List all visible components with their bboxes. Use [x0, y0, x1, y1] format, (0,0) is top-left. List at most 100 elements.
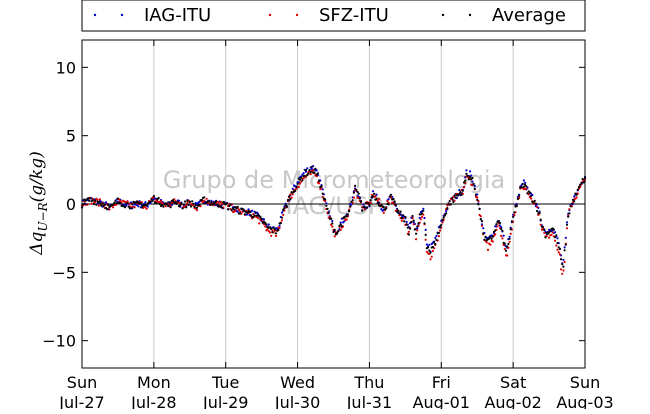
data-point — [239, 212, 242, 215]
legend-label: IAG-ITU — [144, 5, 211, 26]
data-point — [447, 202, 450, 206]
data-point — [90, 202, 93, 205]
data-point — [307, 172, 310, 175]
data-point — [274, 234, 278, 237]
data-point — [570, 202, 573, 205]
data-point — [582, 181, 585, 184]
data-point — [462, 181, 466, 184]
data-point — [412, 219, 415, 222]
data-point — [241, 207, 244, 210]
data-point — [482, 227, 485, 230]
data-point — [387, 203, 390, 206]
data-point — [106, 208, 109, 211]
data-point — [416, 225, 419, 228]
data-point — [313, 171, 316, 174]
data-point — [525, 187, 528, 190]
data-point — [501, 237, 504, 240]
legend-marker — [268, 13, 272, 17]
data-point — [459, 191, 462, 194]
x-tick-label-date: Jul-30 — [274, 393, 320, 409]
data-point — [119, 200, 122, 203]
data-point — [561, 272, 564, 275]
legend: IAG-ITU SFZ-ITU Average — [81, 0, 586, 32]
data-point — [471, 176, 474, 180]
data-point — [235, 207, 238, 210]
data-point — [350, 200, 353, 203]
data-point — [464, 179, 467, 182]
data-point — [557, 246, 560, 249]
data-point — [92, 203, 96, 206]
data-point — [182, 203, 185, 206]
legend-entry: IAG-ITU — [93, 5, 211, 26]
data-point — [88, 199, 91, 202]
data-point — [124, 206, 127, 209]
data-point — [334, 233, 337, 236]
data-point — [486, 248, 490, 251]
data-point — [465, 172, 468, 175]
y-tick-label: 5 — [66, 127, 76, 146]
data-point — [349, 205, 352, 208]
data-point — [229, 203, 232, 206]
data-point — [175, 202, 178, 206]
data-point — [428, 249, 431, 252]
data-point — [257, 217, 260, 220]
data-point — [526, 192, 529, 195]
y-tick-label: 0 — [66, 195, 76, 214]
data-point — [96, 198, 99, 201]
data-point — [387, 198, 390, 201]
data-point — [556, 248, 559, 251]
data-point — [279, 222, 282, 225]
data-point — [280, 216, 284, 219]
data-point — [543, 228, 546, 232]
data-point — [504, 249, 508, 252]
data-point — [462, 186, 466, 189]
data-point — [445, 212, 448, 215]
legend-marker — [468, 13, 472, 17]
x-tick-label-date: Jul-29 — [202, 393, 248, 409]
data-point — [473, 184, 476, 187]
data-point — [280, 211, 284, 214]
data-point — [452, 200, 455, 203]
data-point — [237, 208, 240, 211]
data-point — [386, 200, 389, 203]
data-point — [488, 237, 491, 240]
y-axis-label-sub: U−R — [36, 202, 50, 231]
data-point — [448, 200, 451, 203]
data-point — [425, 243, 428, 246]
data-point — [125, 204, 128, 207]
data-point — [520, 186, 523, 189]
data-point — [164, 205, 167, 208]
data-point — [573, 200, 576, 203]
data-point — [243, 213, 246, 216]
data-point — [522, 185, 526, 188]
data-point — [210, 201, 213, 204]
data-point — [423, 216, 426, 220]
data-point — [509, 232, 512, 235]
data-point — [176, 200, 179, 203]
series-average — [80, 165, 587, 268]
data-point — [272, 226, 275, 229]
data-point — [295, 186, 298, 189]
data-point — [511, 215, 515, 218]
data-point — [257, 212, 260, 215]
data-point — [119, 201, 122, 205]
data-point — [412, 223, 415, 226]
data-point — [115, 202, 118, 205]
data-point — [268, 231, 272, 234]
data-point — [424, 233, 427, 236]
data-point — [181, 207, 184, 210]
data-point — [273, 228, 276, 231]
data-point — [554, 236, 557, 239]
data-point — [516, 197, 520, 200]
data-point — [140, 206, 143, 209]
data-point — [441, 221, 444, 224]
data-point — [315, 169, 318, 172]
data-point — [109, 204, 112, 208]
data-point — [168, 201, 171, 204]
data-point — [161, 203, 164, 207]
data-point — [352, 196, 355, 199]
data-point — [356, 190, 359, 193]
data-point — [86, 197, 90, 200]
data-point — [581, 178, 584, 181]
